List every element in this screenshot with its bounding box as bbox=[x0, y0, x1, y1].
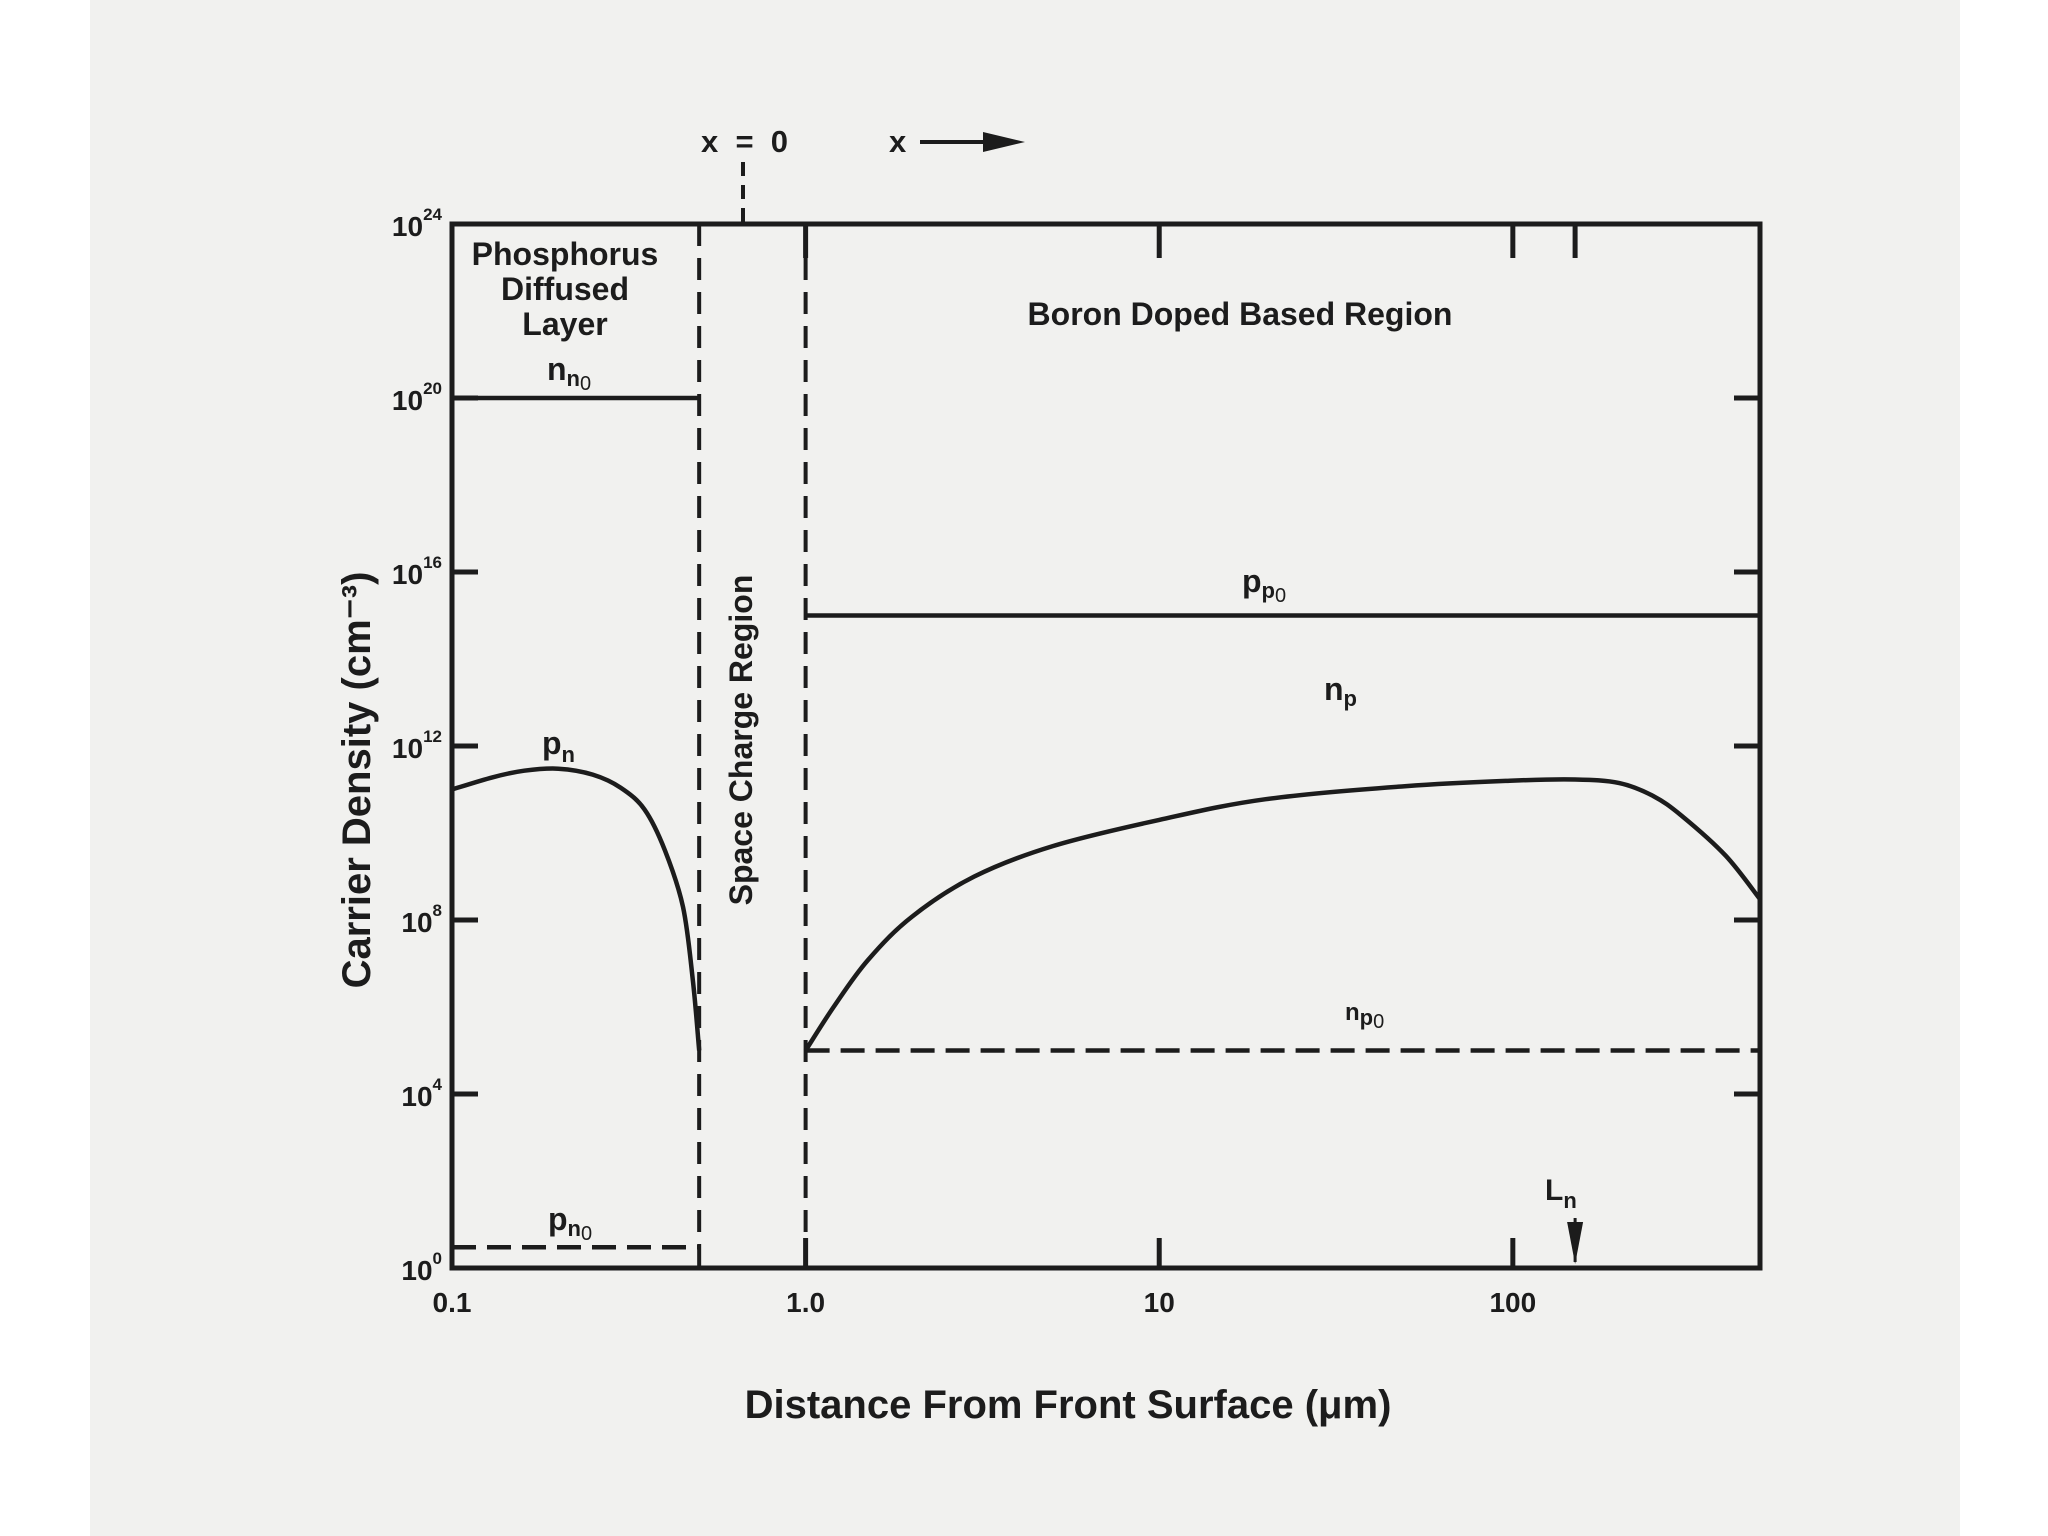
phosphorus-label-line-3: Layer bbox=[522, 306, 607, 342]
plot-frame bbox=[449, 221, 1763, 1271]
label-pn: pn bbox=[542, 725, 575, 767]
x-tick-label: 100 bbox=[1489, 1287, 1536, 1318]
x-direction-arrow bbox=[920, 132, 1025, 152]
label-pp0: pp0 bbox=[1242, 563, 1286, 607]
label-np0: np0 bbox=[1345, 999, 1384, 1033]
boron-region-label: Boron Doped Based Region bbox=[1028, 296, 1453, 332]
series-p-n bbox=[451, 766, 702, 1051]
y-tick-label: 1012 bbox=[392, 727, 442, 764]
label-nn0: nn0 bbox=[547, 351, 591, 395]
paper-sheet: 100 104 108 1012 1016 1020 1024 0.1 1.0 10 100 x =… bbox=[90, 0, 1960, 1536]
label-ln: Ln bbox=[1545, 1174, 1577, 1213]
label-np: np bbox=[1324, 671, 1357, 711]
y-tick-label: 1016 bbox=[392, 553, 442, 590]
y-tick-label: 108 bbox=[401, 901, 442, 938]
x-direction-label: x bbox=[889, 124, 907, 159]
y-tick-label: 1024 bbox=[392, 205, 443, 242]
series-n-p bbox=[803, 777, 1762, 1052]
x-tick-label: 10 bbox=[1144, 1287, 1175, 1318]
y-tick-label: 104 bbox=[401, 1075, 442, 1112]
space-charge-region-label: Space Charge Region bbox=[723, 575, 759, 906]
x-zero-label: x = 0 bbox=[701, 124, 788, 159]
x-tick-label: 0.1 bbox=[433, 1287, 472, 1318]
y-tick-label: 100 bbox=[401, 1249, 442, 1286]
x-axis-title: Distance From Front Surface (μm) bbox=[745, 1383, 1392, 1427]
label-pn0: pn0 bbox=[548, 1201, 592, 1245]
ln-marker-arrowhead bbox=[1567, 1222, 1584, 1264]
carrier-density-chart: 100 104 108 1012 1016 1020 1024 0.1 1.0 10 100 x =… bbox=[335, 124, 1763, 1427]
x-tick-label: 1.0 bbox=[786, 1287, 825, 1318]
y-axis-title: Carrier Density (cm⁻³) bbox=[335, 572, 379, 989]
phosphorus-label-line-1: Phosphorus bbox=[472, 236, 659, 272]
y-tick-label: 1020 bbox=[392, 379, 442, 416]
phosphorus-label-line-2: Diffused bbox=[501, 271, 629, 307]
